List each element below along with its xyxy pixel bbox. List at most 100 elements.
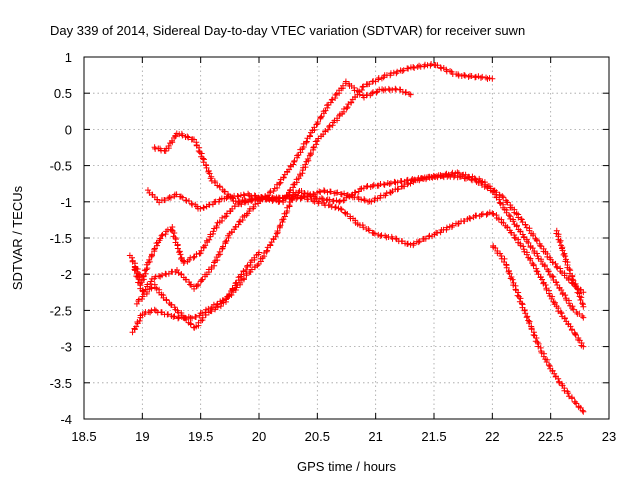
data-point <box>528 326 535 333</box>
data-point <box>267 241 274 248</box>
data-point <box>558 310 565 317</box>
data-point <box>569 273 576 280</box>
data-point <box>473 212 480 219</box>
data-point <box>509 276 516 283</box>
data-point <box>559 247 566 254</box>
data-point <box>290 161 297 168</box>
data-point <box>428 61 435 68</box>
data-point <box>368 90 375 97</box>
data-point <box>545 362 552 369</box>
data-point <box>214 304 221 311</box>
data-point <box>138 296 145 303</box>
data-point <box>495 216 502 223</box>
series-track-2 <box>151 61 496 206</box>
data-point <box>235 221 242 228</box>
data-point <box>219 214 226 221</box>
data-point <box>324 102 331 109</box>
data-point <box>534 268 541 275</box>
data-point <box>503 264 510 271</box>
data-point <box>281 213 288 220</box>
data-point <box>370 181 377 188</box>
data-point <box>310 190 317 197</box>
data-point <box>572 283 579 290</box>
data-point <box>193 314 200 321</box>
axis-ticks: 18.5 19 19.5 20 20.5 21 21.5 22 22.5 23 1 0.5 0 -0.5 -… <box>50 50 617 444</box>
data-point <box>360 83 367 90</box>
x-axis-label: GPS time / hours <box>297 459 396 474</box>
data-point <box>256 249 262 256</box>
data-point <box>378 232 385 239</box>
data-point <box>447 68 454 75</box>
data-point <box>358 196 365 203</box>
y-tick-label: -1.5 <box>50 231 72 246</box>
y-tick-label: -2.5 <box>50 303 72 318</box>
data-point <box>242 266 249 273</box>
data-point <box>479 73 486 80</box>
data-point <box>523 251 530 258</box>
y-tick-label: 0 <box>65 122 72 137</box>
data-point <box>371 230 378 237</box>
data-point <box>360 185 367 192</box>
data-point <box>579 300 586 307</box>
y-tick-label: -2 <box>60 267 72 282</box>
data-point <box>549 259 556 266</box>
data-point <box>221 213 228 220</box>
data-point <box>224 193 231 200</box>
data-point <box>186 278 193 285</box>
data-point <box>521 248 528 255</box>
data-point <box>381 181 388 188</box>
data-point <box>322 128 329 135</box>
data-point <box>245 199 252 206</box>
data-point <box>276 223 283 230</box>
data-point <box>340 82 347 89</box>
data-point <box>147 281 154 288</box>
data-point <box>279 195 286 202</box>
data-point <box>531 249 538 256</box>
data-point <box>259 195 266 202</box>
data-point <box>490 210 497 217</box>
data-point <box>206 236 213 243</box>
data-point <box>386 181 393 188</box>
data-point <box>133 300 140 307</box>
data-point <box>333 197 340 204</box>
data-point <box>162 231 169 238</box>
data-point <box>245 190 252 197</box>
data-point <box>240 268 247 275</box>
data-point <box>232 287 239 294</box>
data-point <box>148 251 155 258</box>
data-point <box>568 327 575 334</box>
chart-title: Day 339 of 2014, Sidereal Day-to-day VTE… <box>50 23 525 38</box>
data-point <box>468 72 475 79</box>
data-point <box>198 247 205 254</box>
data-point <box>290 181 297 188</box>
data-point <box>449 222 456 229</box>
data-point <box>171 230 178 237</box>
data-point <box>373 89 380 96</box>
data-point <box>575 286 582 293</box>
x-tick-label: 20 <box>252 429 266 444</box>
data-point <box>237 218 244 225</box>
data-point <box>314 138 321 145</box>
data-point <box>154 242 161 249</box>
data-point <box>326 196 333 203</box>
data-point <box>530 232 537 239</box>
data-point <box>563 297 570 304</box>
data-point <box>324 189 331 196</box>
data-point <box>400 67 407 74</box>
data-point <box>329 96 336 103</box>
data-point <box>266 189 273 196</box>
data-point <box>395 185 402 192</box>
data-point <box>542 281 549 288</box>
data-point <box>216 184 223 191</box>
data-point <box>540 353 547 360</box>
data-point <box>229 285 236 292</box>
data-point <box>221 188 228 195</box>
data-point <box>203 164 210 171</box>
data-point <box>134 265 141 272</box>
data-point <box>317 114 324 121</box>
data-point <box>484 185 491 192</box>
data-point <box>332 92 339 99</box>
data-point <box>199 309 206 316</box>
data-point <box>263 248 270 255</box>
x-tick-label: 18.5 <box>71 429 96 444</box>
